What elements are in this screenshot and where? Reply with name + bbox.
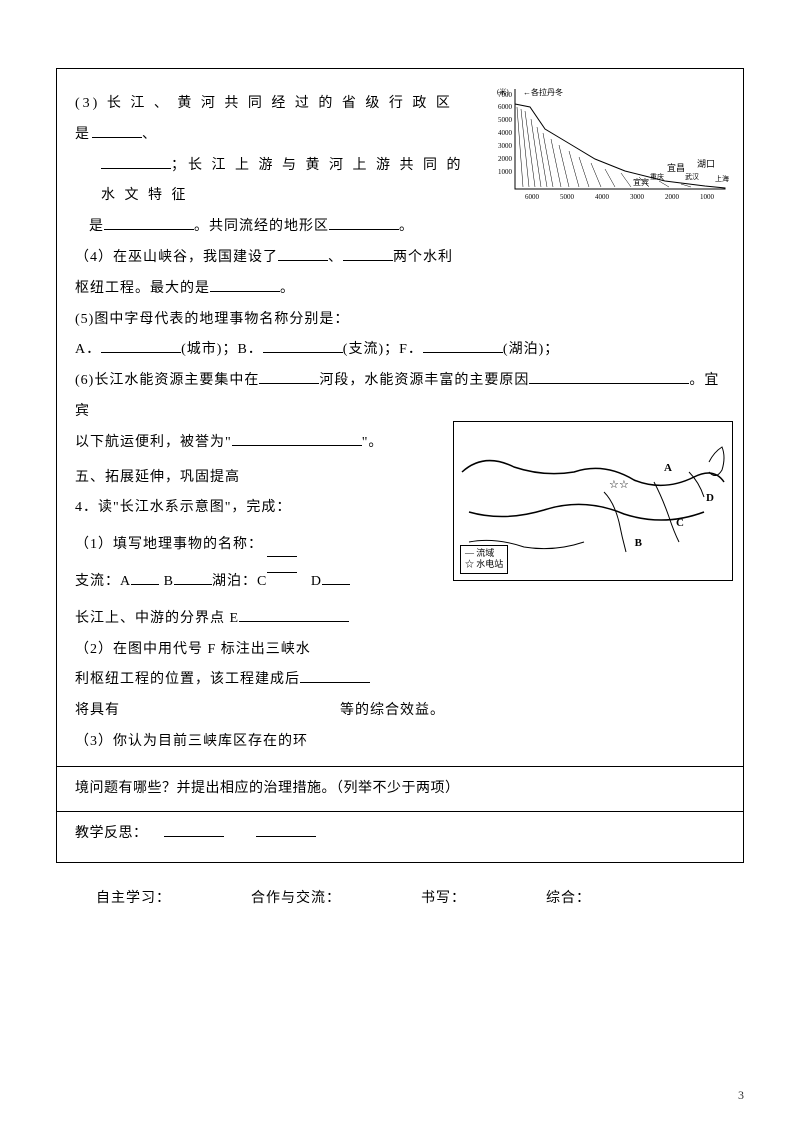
svg-text:3000: 3000	[630, 193, 645, 201]
svg-text:1000: 1000	[700, 193, 715, 201]
svg-text:4000: 4000	[498, 129, 513, 137]
footer-self-study: 自主学习：	[96, 887, 171, 907]
divider-1	[57, 766, 743, 767]
svg-text:6000: 6000	[498, 103, 513, 111]
footer-collab: 合作与交流：	[251, 887, 341, 907]
divider-2	[57, 811, 743, 812]
footer-overall: 综合：	[546, 887, 591, 907]
map-label-b: B	[635, 537, 642, 549]
map-label-a: A	[664, 462, 672, 474]
footer-writing: 书写：	[421, 887, 466, 907]
svg-text:5000: 5000	[560, 193, 575, 201]
yangtze-map: ☆ ☆ A B C D — 流域 ☆ 水电站	[453, 421, 733, 581]
svg-text:1000: 1000	[498, 168, 513, 176]
q4b-boundary: 长江上、中游的分界点 E	[75, 604, 725, 635]
q6-line1: (6)长江水能资源主要集中在河段，水能资源丰富的主要原因。宜宾	[75, 366, 725, 428]
svg-text:☆: ☆	[619, 479, 629, 491]
page-number: 3	[738, 1088, 744, 1103]
svg-text:5000: 5000	[498, 116, 513, 124]
svg-text:(米): (米)	[497, 87, 509, 96]
map-label-c: C	[676, 517, 684, 529]
svg-text:宜昌: 宜昌	[667, 162, 685, 173]
q4b-sub3: （3）你认为目前三峡库区存在的环	[75, 727, 725, 758]
q4-line2: 枢纽工程。最大的是。	[75, 274, 725, 305]
svg-text:重庆: 重庆	[650, 172, 664, 181]
elevation-profile-chart: 7000 6000 5000 4000 3000 2000 1000 (米) ←…	[493, 81, 733, 201]
q5-line1: (5)图中字母代表的地理事物名称分别是：	[75, 305, 725, 336]
svg-text:上海: 上海	[715, 174, 729, 183]
q5-line2: A．(城市)；B．(支流)；F．(湖泊)；	[75, 335, 725, 366]
svg-text:3000: 3000	[498, 142, 513, 150]
reflection-row: 教学反思：	[75, 820, 725, 848]
svg-text:☆: ☆	[609, 479, 619, 491]
chart-top-label: ←各拉丹冬	[523, 87, 563, 97]
footer-labels: 自主学习： 合作与交流： 书写： 综合：	[56, 887, 744, 907]
q4b-sub2c: 将具有等的综合效益。	[75, 696, 725, 727]
svg-text:4000: 4000	[595, 193, 610, 201]
q4b-sub2a: （2）在图中用代号 F 标注出三峡水	[75, 635, 725, 666]
worksheet-content: 7000 6000 5000 4000 3000 2000 1000 (米) ←…	[56, 68, 744, 863]
svg-text:宜宾: 宜宾	[633, 177, 649, 187]
svg-text:2000: 2000	[498, 155, 513, 163]
svg-text:6000: 6000	[525, 193, 540, 201]
q4-line1: （4）在巫山峡谷，我国建设了、两个水利	[75, 243, 725, 274]
svg-text:武汉: 武汉	[685, 172, 699, 181]
svg-text:2000: 2000	[665, 193, 680, 201]
q3-line3: 是。共同流经的地形区。	[75, 212, 725, 243]
q4b-sub2b: 利枢纽工程的位置，该工程建成后	[75, 665, 725, 696]
map-label-d: D	[706, 492, 714, 504]
q4b-sub3b: 境问题有哪些？并提出相应的治理措施。（列举不少于两项）	[75, 775, 725, 803]
svg-text:湖口: 湖口	[697, 159, 715, 169]
map-legend: — 流域 ☆ 水电站	[460, 545, 508, 574]
